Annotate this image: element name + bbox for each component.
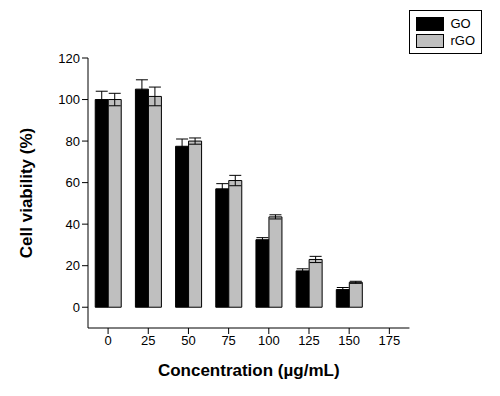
svg-text:100: 100 (58, 92, 80, 107)
svg-text:50: 50 (181, 333, 195, 348)
html-text:GO: GO (450, 16, 471, 31)
svg-text:175: 175 (378, 333, 400, 348)
svg-text:Concentration (µg/mL): Concentration (µg/mL) (158, 361, 340, 380)
svg-text:120: 120 (58, 51, 80, 66)
html-text:rGO: rGO (450, 33, 475, 48)
svg-text:Cell viability (%): Cell viability (%) (17, 128, 36, 258)
svg-text:40: 40 (66, 217, 80, 232)
svg-text:125: 125 (298, 333, 320, 348)
svg-text:60: 60 (66, 175, 80, 190)
svg-text:0: 0 (73, 300, 80, 315)
svg-text:0: 0 (104, 333, 111, 348)
svg-text:100: 100 (258, 333, 280, 348)
svg-text:150: 150 (338, 333, 360, 348)
svg-text:20: 20 (66, 258, 80, 273)
svg-text:80: 80 (66, 134, 80, 149)
svg-text:75: 75 (221, 333, 235, 348)
svg-text:25: 25 (141, 333, 155, 348)
